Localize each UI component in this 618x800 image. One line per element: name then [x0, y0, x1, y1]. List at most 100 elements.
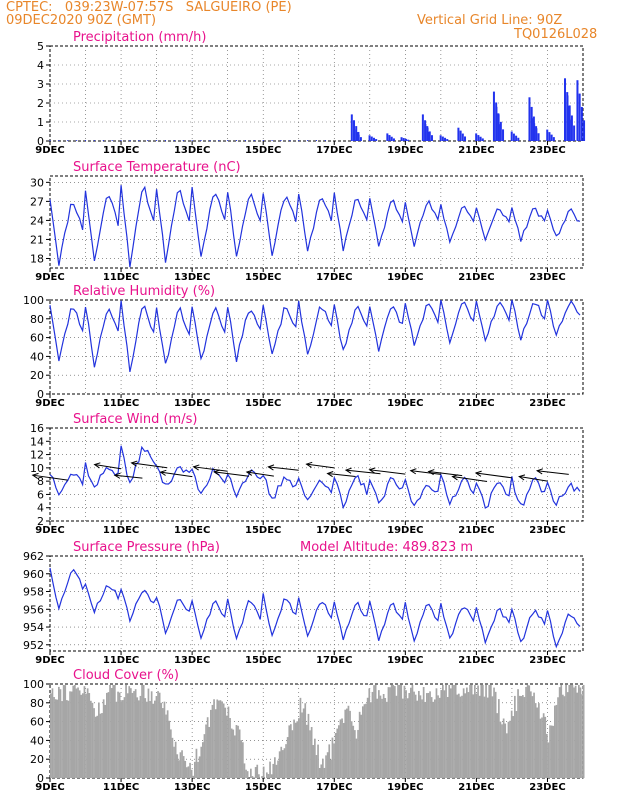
- x-tick-label: 17DEC: [316, 655, 352, 666]
- header-line-2: 09DEC2020 90Z (GMT): [6, 13, 157, 28]
- cloud-bar: [240, 740, 243, 778]
- y-tick-label: 40: [30, 734, 44, 747]
- cloud-bar: [232, 729, 235, 778]
- cloud-bar: [506, 733, 508, 778]
- cloud-bar: [90, 700, 92, 778]
- x-tick-label: 11DEC: [103, 782, 139, 793]
- cloud-bar: [235, 725, 238, 778]
- wind-arrow-shaft: [519, 476, 548, 482]
- cloud-bar: [382, 694, 385, 778]
- x-tick-label: 17DEC: [316, 272, 352, 283]
- x-tick-label: 15DEC: [245, 145, 281, 156]
- cloud-bar: [72, 685, 75, 778]
- y-tick-label: 12: [30, 449, 44, 462]
- cloud-bar: [381, 698, 383, 778]
- cloud-bar: [146, 701, 148, 778]
- cloud-bar: [234, 735, 236, 778]
- precip-bar: [461, 133, 464, 141]
- precip-bar: [578, 93, 581, 141]
- cloud-bar: [514, 695, 516, 778]
- precip-bar: [355, 132, 358, 141]
- y-tick-label: 100: [23, 678, 44, 691]
- cloud-bar: [350, 721, 353, 778]
- cloud-bar: [434, 699, 436, 778]
- x-tick-label: 13DEC: [174, 145, 210, 156]
- cloud-bar: [400, 684, 403, 778]
- cloud-bar: [208, 726, 211, 778]
- cloud-bar: [338, 725, 340, 778]
- cloud-bar: [200, 746, 203, 778]
- cloud-bar: [419, 695, 422, 778]
- cloud-bar: [280, 746, 283, 778]
- precip-bar: [580, 106, 583, 141]
- cloud-bar: [379, 695, 382, 778]
- cloud-bar: [198, 756, 201, 778]
- wind-arrow-shaft: [32, 474, 68, 481]
- wind-arrow: [267, 464, 299, 471]
- wind-arrow: [368, 467, 406, 475]
- wind-arrow: [192, 464, 228, 472]
- cloud-bar: [307, 713, 310, 778]
- cloud-bar: [107, 692, 110, 778]
- cloud-bar: [251, 776, 254, 778]
- cloud-bar: [120, 701, 123, 778]
- cloud-bar: [408, 692, 411, 778]
- cloud-bar: [411, 684, 414, 778]
- x-tick-label: 15DEC: [245, 655, 281, 666]
- cloud-bar: [157, 691, 159, 778]
- cloud-bar: [128, 686, 131, 778]
- cloud-bar: [312, 745, 315, 778]
- cloud-bar: [336, 728, 339, 778]
- cloud-bar: [194, 761, 196, 778]
- x-tick-label: 15DEC: [245, 782, 281, 793]
- wind-arrow-shaft: [475, 472, 512, 479]
- cloud-bar: [211, 704, 214, 778]
- cloud-bar: [82, 693, 84, 778]
- cloud-bar: [266, 772, 268, 778]
- plot-frame: [49, 555, 584, 652]
- cloud-bar: [395, 695, 398, 778]
- cloud-bar: [254, 767, 257, 778]
- precip-bar: [492, 91, 495, 141]
- cloud-bar: [197, 761, 199, 778]
- y-tick-label: 956: [23, 603, 44, 616]
- x-tick-label: 21DEC: [458, 655, 494, 666]
- cloud-bar: [136, 697, 139, 778]
- cloud-bar: [301, 712, 303, 778]
- chart-title: Surface Pressure (hPa): [73, 540, 220, 555]
- cloud-bar: [171, 737, 174, 778]
- cloud-bar: [547, 742, 550, 778]
- x-tick-label: 19DEC: [387, 655, 423, 666]
- header-line-1: CPTEC: 039:23W-07:57S SALGUEIRO (PE): [6, 0, 292, 15]
- cloud-bar: [573, 687, 575, 778]
- wind-arrow-shaft: [327, 472, 356, 478]
- cloud-bar: [453, 684, 455, 778]
- cloud-bar: [214, 709, 217, 778]
- cloud-bar: [579, 687, 582, 778]
- cloud-bar: [520, 696, 523, 778]
- wind-arrow-shaft: [214, 471, 250, 477]
- panel-5: 952 954 956 958 960 962 9DEC 11DEC 13DEC 15DEC 17D…: [23, 540, 584, 666]
- x-tick-label: 23DEC: [529, 655, 565, 666]
- wind-arrow-head: [130, 460, 138, 467]
- wind-arrow-shaft: [94, 464, 122, 470]
- cloud-bar: [491, 696, 494, 778]
- cloud-bar: [62, 685, 65, 778]
- cloud-bar: [102, 699, 105, 778]
- wind-arrow-head: [409, 468, 417, 475]
- cloud-bar: [370, 702, 372, 778]
- cloud-bar: [288, 725, 291, 778]
- wind-arrow-head: [427, 469, 435, 476]
- cloud-bar: [502, 718, 505, 778]
- cloud-bar: [229, 718, 231, 778]
- cloud-bar: [138, 700, 140, 778]
- y-tick-label: 952: [23, 639, 44, 652]
- precip-bar: [357, 134, 360, 141]
- cloud-bar: [304, 703, 307, 778]
- cloud-bar: [184, 760, 187, 778]
- cloud-bar: [509, 720, 511, 778]
- chart-title: Precipitation (mm/h): [73, 30, 206, 45]
- cloud-bar: [50, 693, 52, 778]
- cloud-bar: [472, 694, 475, 778]
- cloud-bar: [330, 759, 332, 778]
